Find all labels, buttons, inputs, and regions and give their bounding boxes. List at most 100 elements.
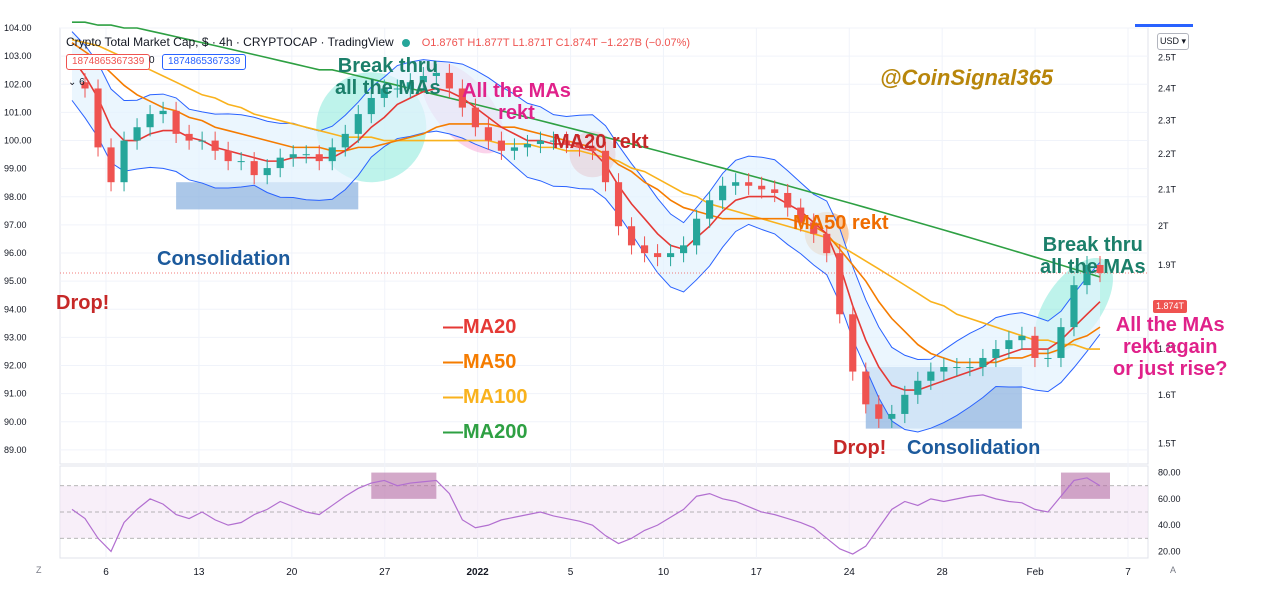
last-price-label: 1.874T bbox=[1153, 300, 1187, 313]
legend-ma50: —MA50 bbox=[443, 351, 517, 373]
toolbar-accent bbox=[1135, 24, 1193, 27]
y-right-tick-label: 2T bbox=[1158, 221, 1169, 231]
y-left-tick-label: 103.00 bbox=[4, 51, 32, 61]
question-annotation: All the MAs rekt again or just rise? bbox=[1113, 314, 1227, 380]
candle-body bbox=[627, 226, 636, 246]
ma20-line bbox=[71, 57, 1101, 391]
symbol-title[interactable]: Crypto Total Market Cap, $ · 4h · CRYPTO… bbox=[66, 35, 394, 49]
x-tick-label: 24 bbox=[844, 567, 856, 578]
currency-button[interactable]: USD ▾ bbox=[1157, 33, 1189, 50]
candle-body bbox=[966, 367, 974, 369]
candle-body bbox=[979, 357, 987, 368]
y-right-tick-label: 2.4T bbox=[1158, 83, 1177, 93]
candle-body bbox=[1096, 264, 1104, 273]
candle-body bbox=[784, 192, 792, 208]
x-tick-label: 20 bbox=[286, 567, 298, 578]
candle-body bbox=[146, 114, 154, 128]
author-handle: @CoinSignal365 bbox=[880, 65, 1054, 90]
candle-body bbox=[185, 133, 193, 141]
x-tick-label: 2022 bbox=[467, 567, 490, 578]
candle-body bbox=[302, 154, 310, 156]
legend-ma200: —MA200 bbox=[443, 421, 528, 443]
y-left-tick-label: 104.00 bbox=[4, 23, 32, 33]
all-mas-rekt-line1: All the MAs bbox=[462, 80, 571, 102]
y-right-tick-label: 2.2T bbox=[1158, 149, 1177, 159]
y-left-tick-label: 94.00 bbox=[4, 304, 27, 314]
candle-body bbox=[797, 207, 805, 223]
x-tick-label: Feb bbox=[1026, 567, 1044, 578]
ohlc-open: O1.876T bbox=[421, 37, 465, 49]
candle-body bbox=[523, 143, 532, 148]
candle-body bbox=[588, 147, 597, 151]
candle-body bbox=[562, 140, 571, 144]
x-tick-label: 13 bbox=[193, 567, 205, 578]
auto-scale-toggle[interactable]: A bbox=[1170, 565, 1177, 575]
candle-body bbox=[653, 253, 662, 258]
ohlc-high: H1.877T bbox=[467, 37, 510, 49]
candle-body bbox=[406, 82, 414, 89]
all-mas-rekt-line2: rekt bbox=[498, 102, 535, 124]
candle-body bbox=[133, 127, 141, 141]
candle-body bbox=[745, 182, 753, 186]
x-tick-label: 7 bbox=[1125, 567, 1131, 578]
candle-body bbox=[510, 147, 519, 151]
candle-body bbox=[211, 140, 219, 151]
candle-body bbox=[706, 200, 714, 219]
drop-label-1: Drop! bbox=[56, 292, 110, 314]
candle-body bbox=[237, 161, 245, 163]
ma50-line bbox=[71, 42, 1101, 364]
candle-body bbox=[159, 110, 167, 115]
candle-body bbox=[354, 114, 362, 134]
bollinger-fill bbox=[72, 31, 1100, 433]
spread-value: 0 bbox=[149, 55, 155, 66]
zoom-toggle[interactable]: Z bbox=[36, 565, 42, 575]
question-line3: or just rise? bbox=[1113, 358, 1228, 380]
all-mas-rekt-annotation: All the MAs rekt bbox=[462, 80, 571, 124]
candle-body bbox=[224, 150, 232, 162]
ohlc-low: L1.871T bbox=[512, 37, 553, 49]
bollinger-upper bbox=[71, 31, 1101, 360]
candle-body bbox=[601, 150, 610, 183]
drop-label-2: Drop! bbox=[833, 437, 887, 459]
candle-body bbox=[367, 97, 375, 115]
candle-body bbox=[719, 185, 727, 201]
candle-body bbox=[94, 88, 102, 148]
x-tick-label: 17 bbox=[751, 567, 763, 578]
candle-body bbox=[419, 75, 427, 83]
ohlc-change: −1.227B (−0.07%) bbox=[600, 37, 691, 49]
candle-body bbox=[640, 245, 649, 254]
candle-body bbox=[1083, 264, 1091, 286]
candle-body bbox=[693, 218, 701, 246]
y-right-tick-label: 1.6T bbox=[1158, 390, 1177, 400]
legend-ma100: —MA100 bbox=[443, 386, 528, 408]
buy-price-pill[interactable]: 1874865367339 bbox=[162, 54, 247, 70]
candle-body bbox=[445, 72, 453, 89]
candle-body bbox=[120, 140, 128, 183]
candle-body bbox=[315, 154, 323, 162]
ma200-line bbox=[72, 21, 1101, 278]
ma100-line bbox=[71, 38, 1100, 350]
rsi-overbought-box-2 bbox=[1060, 472, 1110, 499]
candle-body bbox=[328, 147, 336, 162]
y-right-tick-label: 2.3T bbox=[1158, 116, 1177, 126]
break-thru-1-line2: all the MAs bbox=[335, 77, 441, 99]
y-left-tick-label: 97.00 bbox=[4, 220, 27, 230]
break-thru-2-line1: Break thru bbox=[1042, 234, 1143, 256]
x-tick-label: 5 bbox=[568, 567, 574, 578]
consolidation-label-2: Consolidation bbox=[907, 437, 1041, 459]
candle-body bbox=[107, 147, 115, 183]
break-thru-2-line2: all the MAs bbox=[1040, 256, 1146, 278]
candle-body bbox=[1070, 285, 1078, 328]
ma50-rekt-annotation: MA50 rekt bbox=[793, 212, 889, 234]
ma20-rekt-annotation: MA20 rekt bbox=[553, 131, 649, 153]
y-left-tick-label: 102.00 bbox=[4, 79, 32, 89]
candle-body bbox=[380, 88, 388, 98]
y-left-tick-label: 95.00 bbox=[4, 276, 27, 286]
y-left-tick-label: 91.00 bbox=[4, 389, 27, 399]
break-thru-1-line1: Break thru bbox=[337, 55, 438, 77]
break-thru-annotation-2: Break thru all the MAs bbox=[1040, 234, 1146, 278]
candle-body bbox=[888, 413, 896, 419]
indicators-collapse-toggle[interactable]: ⌄ 6 bbox=[68, 77, 85, 88]
sell-price-pill[interactable]: 1874865367339 bbox=[66, 54, 151, 70]
